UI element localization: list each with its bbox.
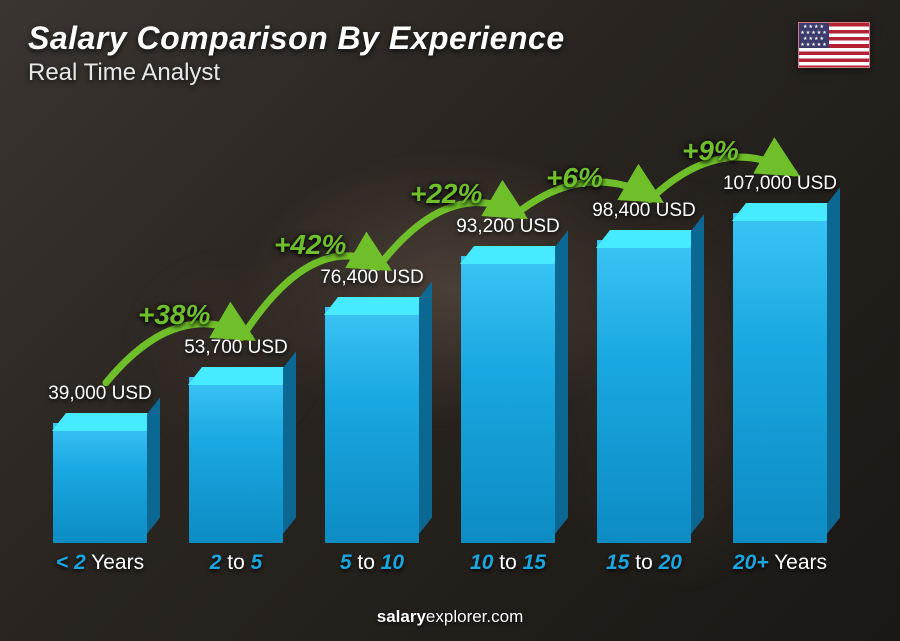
bar-value-label: 76,400 USD: [302, 267, 442, 289]
header: Salary Comparison By Experience Real Tim…: [28, 20, 872, 87]
bar-category-label: 10 to 15: [438, 551, 578, 575]
bar-category-label: 2 to 5: [166, 551, 306, 575]
bar-category-label: 5 to 10: [302, 551, 442, 575]
bar-value-label: 53,700 USD: [166, 337, 306, 359]
bar: [733, 213, 827, 543]
growth-percent-label: +22%: [410, 178, 482, 210]
bar-value-label: 98,400 USD: [574, 200, 714, 222]
bar-group: 98,400 USD15 to 20: [584, 240, 704, 543]
bar-chart: 39,000 USD< 2 Years53,700 USD2 to 576,40…: [40, 135, 840, 575]
chart-title: Salary Comparison By Experience: [28, 20, 872, 57]
growth-percent-label: +38%: [138, 299, 210, 331]
bar: [461, 256, 555, 543]
growth-percent-label: +6%: [546, 162, 603, 194]
bar-category-label: 15 to 20: [574, 551, 714, 575]
footer-brand-rest: explorer.com: [426, 607, 523, 626]
bar: [325, 307, 419, 543]
bar: [53, 423, 147, 543]
bar-group: 53,700 USD2 to 5: [176, 377, 296, 543]
bar-value-label: 107,000 USD: [710, 173, 850, 195]
growth-percent-label: +9%: [682, 135, 739, 167]
bar-value-label: 39,000 USD: [30, 383, 170, 405]
bar-value-label: 93,200 USD: [438, 216, 578, 238]
chart-subtitle: Real Time Analyst: [28, 59, 872, 87]
footer-brand: salaryexplorer.com: [0, 607, 900, 627]
bars-container: 39,000 USD< 2 Years53,700 USD2 to 576,40…: [40, 153, 840, 543]
bar: [189, 377, 283, 543]
bar-group: 39,000 USD< 2 Years: [40, 423, 160, 543]
bar-group: 107,000 USD20+ Years: [720, 213, 840, 543]
bar: [597, 240, 691, 543]
chart-canvas: Salary Comparison By Experience Real Tim…: [0, 0, 900, 641]
bar-category-label: 20+ Years: [710, 551, 850, 575]
bar-group: 93,200 USD10 to 15: [448, 256, 568, 543]
growth-percent-label: +42%: [274, 229, 346, 261]
bar-group: 76,400 USD5 to 10: [312, 307, 432, 543]
bar-category-label: < 2 Years: [30, 551, 170, 575]
footer-brand-bold: salary: [377, 607, 426, 626]
us-flag-icon: [798, 22, 870, 68]
